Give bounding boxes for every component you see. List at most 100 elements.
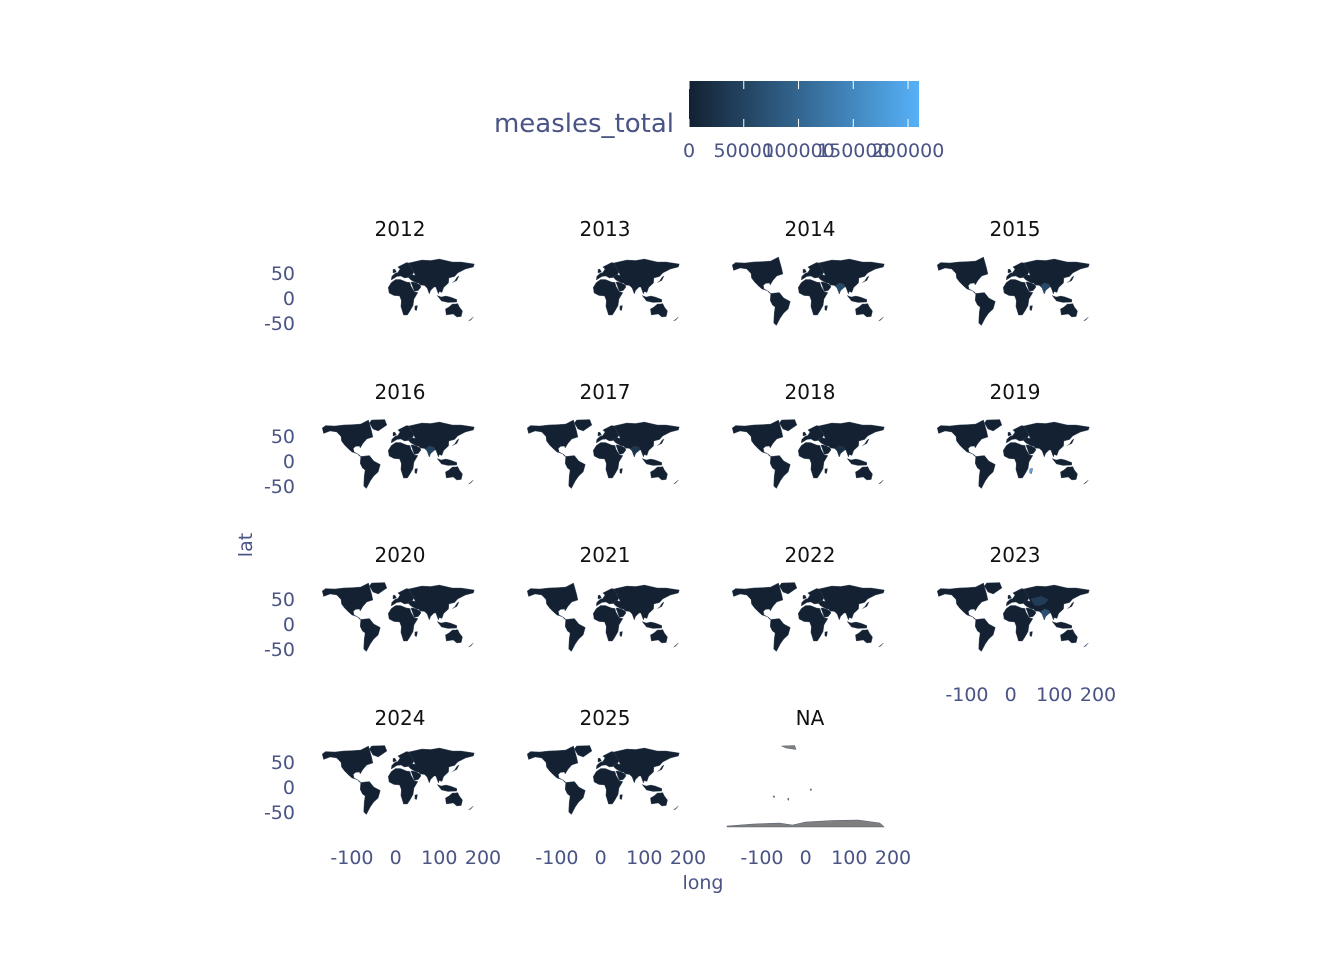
x-tick-label: 0 <box>1005 684 1017 706</box>
country-madagascar <box>825 469 828 474</box>
country-samerica <box>565 456 585 489</box>
x-tick-label: -100 <box>945 684 988 706</box>
x-tick-label: 200 <box>670 847 706 869</box>
country-samerica <box>975 619 995 652</box>
y-tick-label: -50 <box>264 639 295 661</box>
facet-panel: 2015 <box>937 217 1089 326</box>
country-greenland <box>574 746 592 758</box>
country-samerica <box>975 293 995 326</box>
country-namerica <box>732 257 783 294</box>
x-tick-label: 100 <box>626 847 662 869</box>
x-tick-label: 200 <box>465 847 501 869</box>
facet-panel: 2018 <box>732 380 884 489</box>
country-indonesia <box>437 622 457 629</box>
legend-tick-label: 0 <box>683 140 695 162</box>
country-australia <box>445 467 462 481</box>
country-greenland <box>779 583 797 595</box>
facet-panel: 2017 <box>527 380 679 489</box>
country-indonesia <box>642 296 662 303</box>
panel-title: 2015 <box>990 217 1041 241</box>
country-nz <box>1084 317 1089 321</box>
panel-title: 2022 <box>785 543 836 567</box>
country-namerica <box>732 420 783 457</box>
y-tick-label: -50 <box>264 476 295 498</box>
country-greenland <box>779 420 797 432</box>
country-indonesia <box>642 622 662 629</box>
legend: measles_total0 50000100000150000200000 <box>494 81 944 162</box>
country-samerica <box>770 619 790 652</box>
country-nz <box>879 317 884 321</box>
country-uk <box>1008 269 1012 273</box>
country-indonesia <box>437 459 457 466</box>
country-indonesia <box>1052 296 1072 303</box>
facet-panel: 2025 <box>527 706 679 815</box>
country-nz <box>469 480 474 484</box>
country-indonesia <box>847 622 867 629</box>
panel-title: 2013 <box>580 217 631 241</box>
country-australia <box>650 793 667 807</box>
panel-title: 2018 <box>785 380 836 404</box>
country-greenland <box>369 746 387 758</box>
country-madagascar <box>825 632 828 637</box>
na-region-islands <box>773 796 775 798</box>
panel-title: 2020 <box>375 543 426 567</box>
country-australia <box>1060 304 1077 318</box>
highlight-madagascar <box>1030 469 1033 474</box>
country-samerica <box>360 782 380 815</box>
country-australia <box>650 630 667 644</box>
country-greenland <box>369 420 387 432</box>
facet-panel: 2023 <box>937 543 1089 652</box>
country-australia <box>855 304 872 318</box>
country-uk <box>803 595 807 599</box>
country-australia <box>650 304 667 318</box>
country-australia <box>650 467 667 481</box>
country-namerica <box>322 583 373 620</box>
country-nz <box>469 317 474 321</box>
country-samerica <box>565 782 585 815</box>
country-uk <box>598 595 602 599</box>
x-axis-title: long <box>682 872 723 894</box>
x-tick-label: -100 <box>330 847 373 869</box>
na-region-islands <box>787 798 789 801</box>
y-tick-label: 50 <box>271 589 295 611</box>
country-uk <box>598 269 602 273</box>
country-uk <box>393 595 397 599</box>
country-nz <box>469 806 474 810</box>
x-tick-label: 0 <box>595 847 607 869</box>
country-samerica <box>770 456 790 489</box>
facet-panel: 2019 <box>937 380 1089 489</box>
panel-title: 2023 <box>990 543 1041 567</box>
country-indonesia <box>642 459 662 466</box>
country-greenland <box>984 420 1002 432</box>
country-uk <box>1008 432 1012 436</box>
y-axis-title: lat <box>235 533 257 557</box>
panel-title: 2024 <box>375 706 426 730</box>
x-tick-label: 200 <box>875 847 911 869</box>
country-australia <box>855 467 872 481</box>
panel-title: 2021 <box>580 543 631 567</box>
y-tick-label: 0 <box>283 451 295 473</box>
country-nz <box>674 806 679 810</box>
country-madagascar <box>620 795 623 800</box>
country-uk <box>598 758 602 762</box>
panel-title: 2025 <box>580 706 631 730</box>
country-nz <box>674 480 679 484</box>
country-indonesia <box>437 296 457 303</box>
country-australia <box>445 793 462 807</box>
country-uk <box>1008 595 1012 599</box>
country-namerica <box>527 420 578 457</box>
country-uk <box>393 269 397 273</box>
country-uk <box>803 432 807 436</box>
country-nz <box>879 643 884 647</box>
country-madagascar <box>415 795 418 800</box>
legend-colorbar <box>689 81 919 127</box>
legend-tick-label: 200000 <box>872 140 945 162</box>
country-namerica <box>937 420 988 457</box>
x-tick-label: 200 <box>1080 684 1116 706</box>
country-namerica <box>322 420 373 457</box>
country-namerica <box>937 583 988 620</box>
panel-title: 2016 <box>375 380 426 404</box>
country-indonesia <box>1052 622 1072 629</box>
country-australia <box>855 630 872 644</box>
facet-panel: 2013 <box>580 217 680 321</box>
